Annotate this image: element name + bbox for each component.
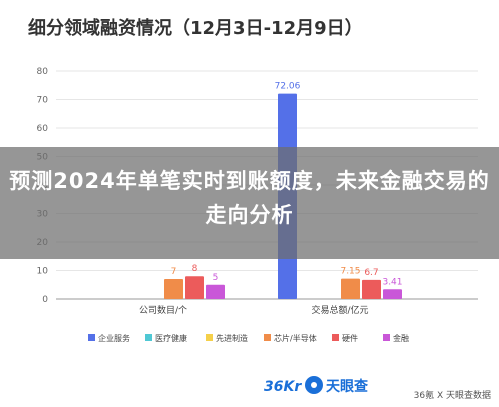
data-label: 7.15 (340, 267, 360, 277)
y-tick-label: 60 (37, 124, 49, 134)
x-axis: 公司数目/个 交易总额/亿元 (139, 304, 369, 316)
x-tick-label: 公司数目/个 (139, 304, 187, 316)
bar (362, 279, 381, 299)
y-tick-label: 80 (37, 67, 49, 77)
eye-pupil-icon (311, 382, 317, 388)
data-label: 3.41 (382, 277, 402, 287)
x-tick-label: 交易总额/亿元 (311, 304, 368, 316)
legend-label: 芯片/半导体 (274, 333, 317, 343)
bar (383, 289, 402, 299)
legend-swatch (383, 334, 390, 341)
legend-label: 企业服务 (98, 333, 130, 343)
chart-title: 细分领域融资情况（12月3日-12月9日） (28, 18, 363, 39)
legend-label: 硬件 (342, 333, 358, 343)
legend-swatch (145, 334, 152, 341)
bar (185, 276, 204, 299)
tianyancha-logo: 36Kr 天眼查 (264, 376, 369, 395)
bar (341, 278, 360, 299)
brand-mark-text: 36Kr (264, 379, 302, 395)
data-labels: 72.06 7 7.15 8 6.7 5 3.41 (171, 82, 403, 288)
data-label: 6.7 (364, 268, 378, 278)
legend-label: 金融 (393, 333, 409, 343)
legend-swatch (206, 334, 213, 341)
data-label: 72.06 (275, 82, 301, 92)
bar (206, 284, 225, 299)
legend-swatch (264, 334, 271, 341)
legend-label: 先进制造 (216, 333, 248, 343)
data-label: 7 (171, 267, 177, 277)
overlay-banner (0, 147, 499, 259)
y-tick-label: 10 (37, 267, 49, 277)
data-label: 8 (192, 264, 198, 274)
legend-swatch (88, 334, 95, 341)
overlay-headline: 预测2024年单笔实时到账额度，未来金融交易的走向分析 (9, 169, 490, 227)
data-label: 5 (213, 273, 219, 283)
y-tick-label: 0 (42, 295, 48, 305)
legend: 企业服务 医疗健康 先进制造 芯片/半导体 硬件 金融 (88, 333, 409, 343)
legend-label: 医疗健康 (155, 333, 187, 343)
bar (164, 279, 183, 299)
legend-swatch (332, 334, 339, 341)
y-tick-label: 70 (37, 96, 49, 106)
watermark-text: 36氪 X 天眼查数据 (413, 391, 491, 401)
brand-name-text: 天眼查 (326, 378, 369, 395)
